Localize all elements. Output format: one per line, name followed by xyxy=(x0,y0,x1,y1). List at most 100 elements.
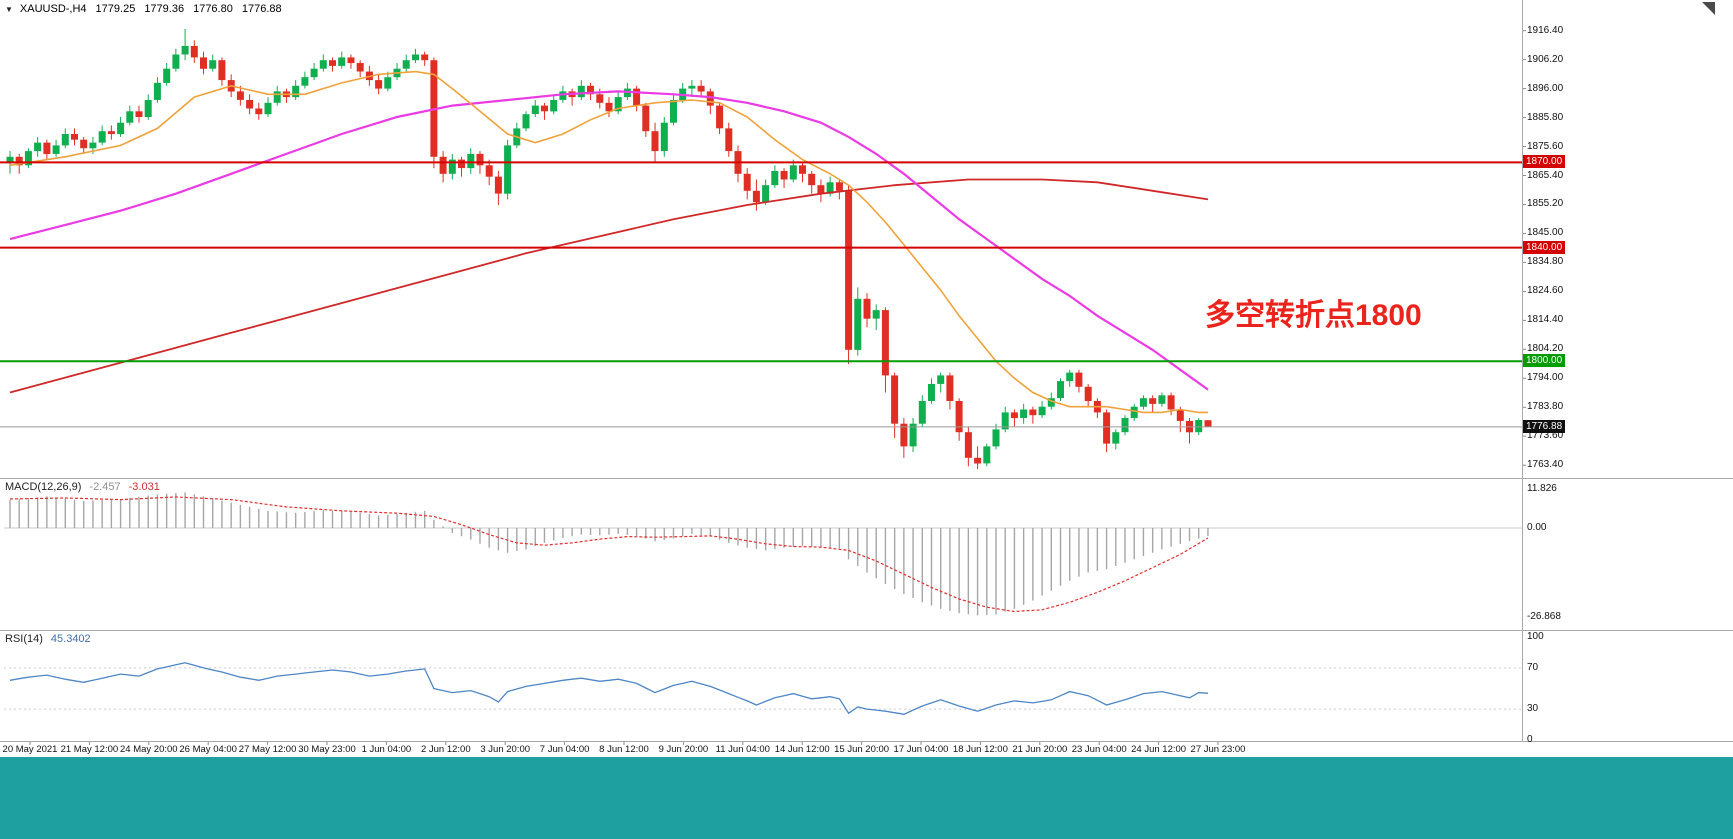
price-axis-tick: 1885.80 xyxy=(1527,111,1564,123)
candle-body xyxy=(292,85,300,98)
candle-body xyxy=(845,190,853,350)
candle-body xyxy=(559,91,567,100)
price-axis-separator xyxy=(1522,0,1523,741)
candle-body xyxy=(1158,395,1166,404)
rsi-axis-tick: 0 xyxy=(1527,734,1533,745)
time-axis-label: 27 Jun 23:00 xyxy=(1190,744,1246,755)
candle-body xyxy=(660,122,668,152)
candle-body xyxy=(329,60,336,66)
price-axis-tick: 1855.20 xyxy=(1527,198,1564,210)
price-axis-tick: 1845.00 xyxy=(1527,227,1564,239)
rsi-axis-tick: 70 xyxy=(1527,661,1539,673)
candle-body xyxy=(1204,420,1212,427)
candle-body xyxy=(983,446,991,464)
candle-body xyxy=(236,91,244,100)
candle-body xyxy=(384,77,392,89)
time-axis-label: 3 Jun 20:00 xyxy=(480,744,531,755)
candle-body xyxy=(1176,409,1184,421)
candle-body xyxy=(1001,412,1009,430)
candle-body xyxy=(310,68,318,78)
level-price-label: 1840.00 xyxy=(1523,240,1566,254)
time-axis-label: 1 Jun 04:00 xyxy=(361,744,412,755)
ohlc-open: 1779.25 xyxy=(95,3,136,15)
candle-body xyxy=(24,151,32,166)
candle-body xyxy=(61,134,69,146)
time-axis-label: 2 Jun 12:00 xyxy=(420,744,471,755)
time-axis-label: 21 May 12:00 xyxy=(60,744,119,755)
candle-body xyxy=(1075,372,1083,387)
candle-body xyxy=(817,185,825,194)
candle-body xyxy=(153,82,161,100)
candle-body xyxy=(190,46,198,58)
candle-body xyxy=(375,80,383,89)
price-axis-tick: 1834.80 xyxy=(1527,256,1564,268)
rsi-value: 45.3402 xyxy=(50,633,91,645)
candle-body xyxy=(752,190,760,203)
candle-body xyxy=(218,60,226,81)
candle-body xyxy=(135,111,143,117)
candle-body xyxy=(587,85,594,95)
price-axis-tick: 1783.80 xyxy=(1527,401,1564,413)
candle-body xyxy=(605,102,613,112)
price-axis-tick: 1906.20 xyxy=(1527,53,1564,65)
panel-separator xyxy=(0,630,1733,631)
time-axis-label: 20 May 2021 xyxy=(2,744,58,755)
current-price-label: 1776.88 xyxy=(1523,419,1566,433)
candle-body xyxy=(52,145,60,154)
ma-red-line xyxy=(9,178,1209,394)
panel-separator xyxy=(0,741,1733,742)
candle-body xyxy=(596,94,604,103)
rsi-line xyxy=(9,662,1209,715)
candle-body xyxy=(98,131,106,143)
level-price-label: 1800.00 xyxy=(1523,354,1566,368)
candle-body xyxy=(863,298,871,319)
candle-body xyxy=(688,85,696,89)
candle-body xyxy=(642,105,650,132)
price-axis-tick: 1896.00 xyxy=(1527,82,1564,94)
chart-header: ▼ XAUUSD-,H4 1779.25 1779.36 1776.80 177… xyxy=(5,3,282,15)
candle-body xyxy=(301,77,309,86)
candle-body xyxy=(467,153,475,169)
candle-body xyxy=(918,401,926,424)
candle-body xyxy=(771,171,779,186)
macd-axis-tick: 11.826 xyxy=(1527,482,1557,494)
ohlc-close: 1776.88 xyxy=(241,3,282,15)
candle-body xyxy=(614,97,622,112)
candle-body xyxy=(1112,432,1120,444)
candle-body xyxy=(15,156,23,166)
candle-body xyxy=(1103,412,1111,444)
time-axis-label: 26 May 04:00 xyxy=(179,744,237,755)
candle-body xyxy=(697,85,705,92)
candle-body xyxy=(43,142,51,154)
candle-body xyxy=(172,54,180,69)
symbol-dropdown-icon[interactable]: ▼ xyxy=(5,4,13,14)
macd-axis-tick: -26.868 xyxy=(1527,610,1561,622)
price-axis-tick: 1916.40 xyxy=(1527,24,1564,36)
time-axis-label: 9 Jun 20:00 xyxy=(658,744,709,755)
candle-body xyxy=(789,165,797,180)
candle-body xyxy=(1139,398,1147,407)
price-axis-tick: 1763.40 xyxy=(1527,459,1564,471)
level-price-label: 1870.00 xyxy=(1523,155,1566,169)
rsi-name: RSI(14) xyxy=(5,633,43,645)
candle-body xyxy=(670,100,677,123)
candle-body xyxy=(577,85,585,98)
price-axis-tick: 1865.40 xyxy=(1527,169,1564,181)
candle-body xyxy=(928,384,935,401)
candle-body xyxy=(826,182,834,194)
candle-body xyxy=(6,156,14,163)
candle-body xyxy=(181,46,189,55)
price-axis-tick: 1824.60 xyxy=(1527,285,1564,297)
candle-body xyxy=(550,100,558,112)
macd-indicator-label: MACD(12,26,9) -2.457 -3.031 xyxy=(5,481,160,493)
candle-body xyxy=(1130,406,1138,419)
candle-body xyxy=(1149,398,1157,404)
candle-body xyxy=(255,108,263,115)
annotation-text[interactable]: 多空转折点1800 xyxy=(1205,299,1422,332)
price-axis-tick: 1875.60 xyxy=(1527,140,1564,152)
candle-body xyxy=(476,153,484,166)
candle-body xyxy=(80,139,88,149)
candle-body xyxy=(633,88,641,106)
macd-main-value: -2.457 xyxy=(89,481,121,493)
